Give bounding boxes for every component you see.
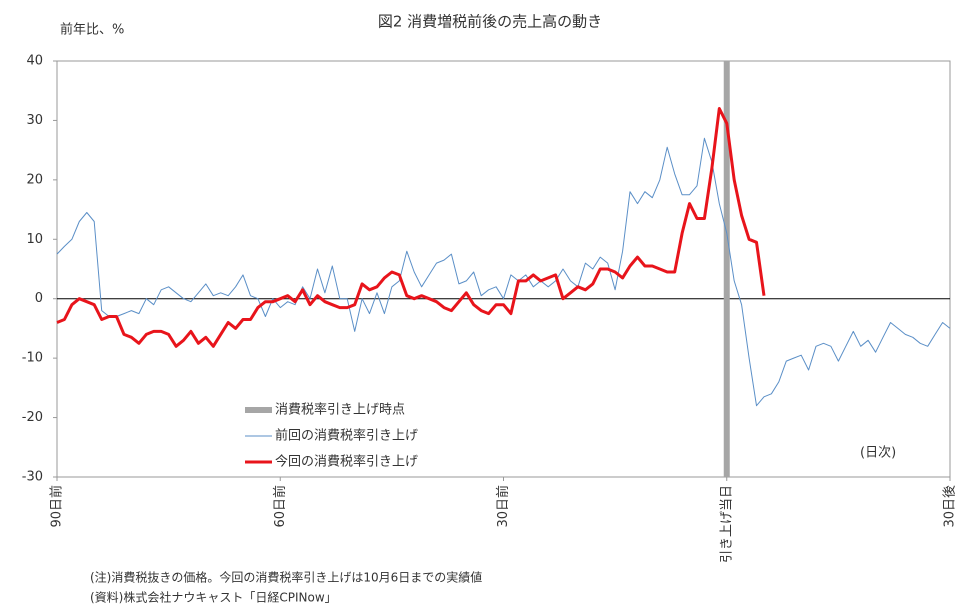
chart-title: 図2 消費増税前後の売上高の動き [378, 13, 602, 31]
y-axis-label: 前年比、% [60, 22, 124, 38]
note: (資料)株式会社ナウキャスト「日経CPINow」 [90, 590, 337, 605]
y-tick-label: -30 [22, 470, 43, 485]
x-tick-label: 30日後 [943, 485, 958, 528]
annotation: (日次) [860, 445, 896, 461]
plot-area [56, 60, 951, 478]
y-tick-label: -20 [22, 410, 43, 425]
series-line [56, 137, 951, 407]
note: (注)消費税抜きの価格。今回の消費税率引き上げは10月6日までの実績値 [90, 570, 482, 585]
x-tick-label: 引き上げ当日 [719, 485, 734, 563]
y-tick-label: 10 [26, 232, 43, 247]
series-line [56, 107, 766, 348]
x-tick-label: 90日前 [49, 485, 65, 528]
y-tick-label: 40 [26, 54, 43, 69]
y-tick-label: -10 [22, 351, 43, 366]
legend-label: 消費税率引き上げ時点 [275, 402, 405, 418]
legend-label: 前回の消費税率引き上げ [275, 428, 418, 444]
legend-label: 今回の消費税率引き上げ [275, 454, 418, 470]
y-tick-label: 30 [26, 113, 43, 128]
x-tick-label: 30日前 [495, 485, 511, 528]
y-tick-label: 0 [35, 291, 43, 306]
x-tick-label: 60日前 [272, 485, 288, 528]
y-tick-label: 20 [26, 172, 43, 187]
